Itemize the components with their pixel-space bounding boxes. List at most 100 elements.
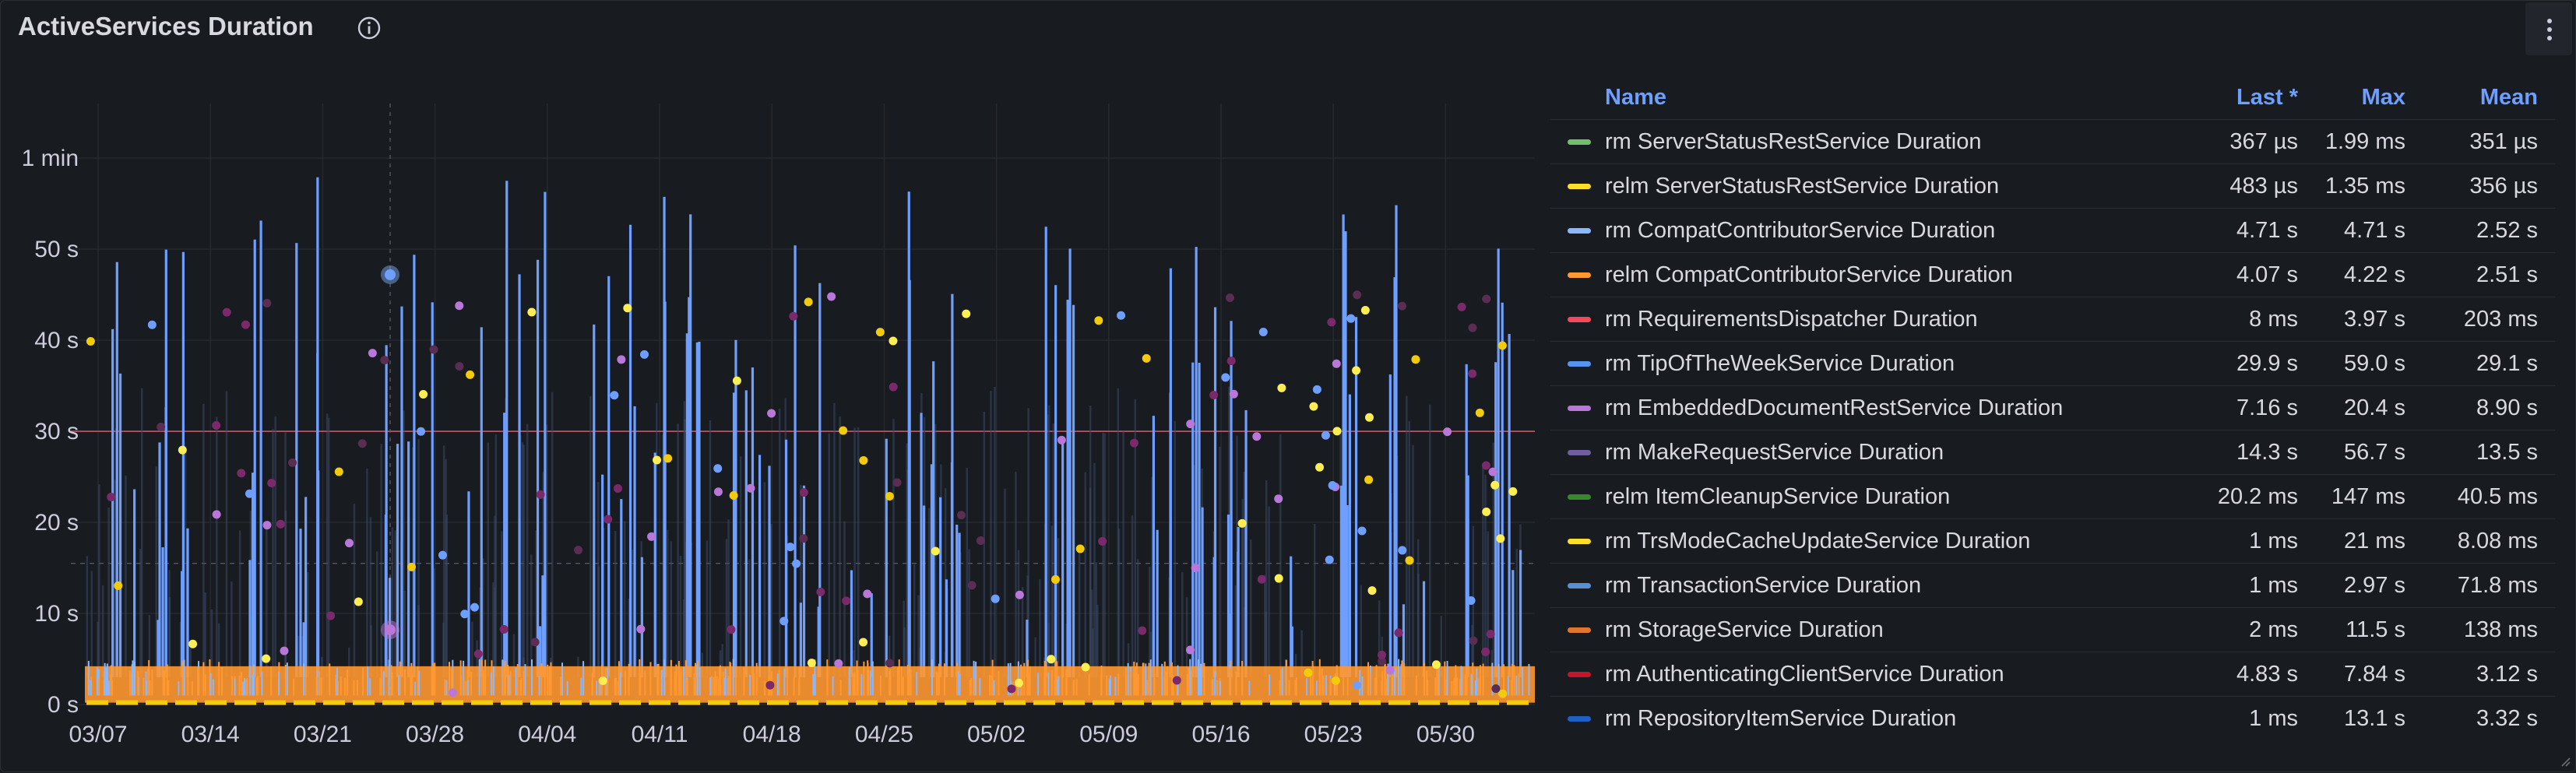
point-marker [354, 597, 363, 606]
x-tick-label: 03/21 [294, 722, 352, 747]
legend-series-name: rm MakeRequestService Duration [1605, 440, 1944, 465]
point-marker [1378, 650, 1387, 659]
legend-row[interactable]: rm AuthenticatingClientService Duration 4… [1550, 652, 2555, 696]
point-marker [344, 539, 354, 548]
legend-value-mean: 2.51 s [2476, 262, 2538, 287]
point-marker [147, 320, 157, 329]
point-marker [1457, 302, 1466, 311]
panel-menu-button[interactable] [2525, 2, 2572, 55]
point-marker [574, 546, 583, 555]
point-marker [647, 532, 656, 541]
legend-header-name[interactable]: Name [1605, 85, 1666, 110]
point-marker [1496, 534, 1505, 543]
point-marker [1050, 574, 1060, 584]
point-marker [885, 659, 895, 668]
legend-value-max: 1.35 ms [2324, 174, 2405, 199]
legend-value-last: 8 ms [2249, 307, 2298, 332]
legend-row[interactable]: rm RequirementsDispatcher Duration 8 ms 3.… [1550, 297, 2555, 341]
y-tick-label: 30 s [34, 419, 79, 444]
legend-series-name: rm TransactionService Duration [1605, 573, 1922, 598]
y-tick-label: 0 s [48, 692, 79, 718]
panel-title[interactable]: ActiveServices Duration [18, 12, 314, 40]
point-marker [470, 603, 480, 612]
point-marker [1508, 487, 1518, 496]
legend-row[interactable]: relm CompatContributorService Duration 4.… [1550, 252, 2555, 297]
point-marker [1138, 626, 1147, 635]
x-tick-label: 05/09 [1079, 722, 1138, 747]
legend-value-mean: 2.52 s [2476, 218, 2538, 243]
point-marker [222, 307, 231, 317]
point-marker [1443, 427, 1452, 437]
x-tick-label: 04/25 [855, 722, 913, 747]
legend-swatch [1568, 583, 1591, 589]
panel-header: ActiveServices Duration [1, 1, 2575, 57]
legend-header-last[interactable]: Last * [2236, 85, 2298, 110]
point-marker [1385, 666, 1395, 675]
legend-header-mean[interactable]: Mean [2479, 85, 2538, 110]
point-marker [1185, 645, 1195, 655]
point-marker [1315, 462, 1325, 472]
point-marker [188, 639, 198, 648]
point-marker [799, 488, 808, 497]
legend-row[interactable]: relm ItemCleanupService Duration 20.2 ms 1… [1550, 474, 2555, 518]
point-marker [1352, 680, 1361, 690]
point-marker [357, 439, 367, 448]
point-marker [1398, 301, 1407, 311]
point-marker [1304, 668, 1313, 677]
point-marker [1081, 662, 1090, 672]
point-marker [157, 422, 166, 431]
point-marker [455, 362, 464, 371]
legend-value-last: 367 µs [2229, 129, 2298, 154]
point-marker [1014, 678, 1023, 687]
legend-row[interactable]: rm RepositoryItemService Duration 1 ms 13.… [1550, 696, 2555, 740]
point-marker [1468, 369, 1477, 378]
legend-value-max: 1.99 ms [2324, 129, 2405, 154]
point-marker [326, 611, 336, 620]
legend-value-last: 483 µs [2229, 174, 2298, 199]
legend-row[interactable]: rm StorageService Duration 2 ms 11.5 s 138 … [1550, 607, 2555, 652]
point-marker [530, 638, 540, 647]
point-marker [727, 625, 736, 634]
legend-row[interactable]: rm TipOfTheWeekService Duration 29.9 s 59.… [1550, 341, 2555, 385]
info-circle-icon[interactable] [356, 15, 382, 41]
legend-row[interactable]: rm CompatContributorService Duration 4.71… [1550, 208, 2555, 252]
legend-value-last: 29.9 s [2236, 351, 2298, 376]
resize-handle-icon[interactable] [2560, 756, 2571, 767]
point-marker [604, 515, 613, 524]
legend-value-last: 20.2 ms [2217, 484, 2298, 509]
point-marker [1488, 467, 1497, 476]
point-marker [262, 298, 272, 307]
point-marker [1357, 526, 1367, 536]
legend-row[interactable]: rm EmbeddedDocumentRestService Duration 7… [1550, 385, 2555, 430]
point-marker [786, 543, 795, 552]
legend-value-max: 4.71 s [2344, 218, 2405, 243]
legend-swatch [1568, 539, 1591, 544]
legend-row[interactable]: rm TransactionService Duration 1 ms 2.97 s… [1550, 563, 2555, 607]
point-marker [1325, 555, 1334, 564]
legend-value-mean: 3.32 s [2476, 706, 2538, 731]
y-axis-ticks: 1 min 50 s 40 s 30 s 20 s 10 s 0 s [22, 146, 79, 718]
point-marker [1431, 660, 1441, 669]
legend-row[interactable]: rm MakeRequestService Duration 14.3 s 56.7… [1550, 430, 2555, 474]
point-marker [212, 421, 221, 430]
point-marker [1258, 328, 1268, 337]
point-marker [527, 307, 537, 317]
legend-value-max: 4.22 s [2344, 262, 2405, 287]
point-marker [1491, 684, 1501, 694]
legend-row[interactable]: rm ServerStatusRestService Duration 367 µ… [1550, 119, 2555, 163]
point-marker [1394, 628, 1403, 638]
legend-row[interactable]: relm ServerStatusRestService Duration 483… [1550, 163, 2555, 208]
point-marker [178, 445, 187, 455]
point-marker [262, 654, 271, 663]
point-marker [1191, 564, 1200, 573]
chart-point-markers [86, 265, 1518, 698]
legend-series-name: rm StorageService Duration [1605, 617, 1884, 642]
legend-header-max[interactable]: Max [2361, 85, 2405, 110]
legend-value-mean: 29.1 s [2476, 351, 2538, 376]
legend-value-last: 1 ms [2249, 706, 2298, 731]
legend-value-max: 2.97 s [2344, 573, 2405, 598]
point-marker [875, 328, 885, 337]
legend-row[interactable]: rm TrsModeCacheUpdateService Duration 1 m… [1550, 518, 2555, 563]
point-marker [614, 483, 623, 493]
